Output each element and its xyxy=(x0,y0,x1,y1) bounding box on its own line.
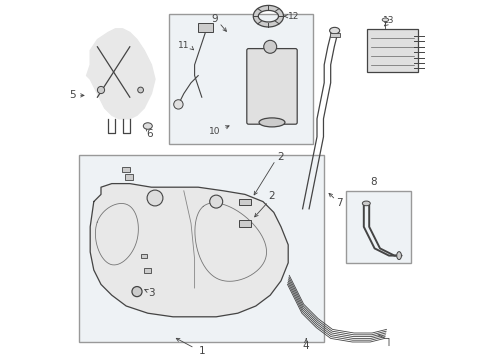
Circle shape xyxy=(98,86,104,94)
FancyBboxPatch shape xyxy=(330,33,340,37)
FancyBboxPatch shape xyxy=(368,29,418,72)
FancyBboxPatch shape xyxy=(239,199,251,205)
Ellipse shape xyxy=(259,118,285,127)
Circle shape xyxy=(132,287,142,297)
FancyBboxPatch shape xyxy=(144,268,151,273)
Text: 2: 2 xyxy=(278,152,284,162)
Circle shape xyxy=(264,40,277,53)
FancyBboxPatch shape xyxy=(346,191,411,263)
Circle shape xyxy=(147,190,163,206)
FancyBboxPatch shape xyxy=(122,167,130,172)
Text: 5: 5 xyxy=(70,90,76,100)
Ellipse shape xyxy=(363,201,370,206)
Text: 11: 11 xyxy=(178,40,190,49)
Circle shape xyxy=(210,195,222,208)
Text: 3: 3 xyxy=(148,288,155,298)
Ellipse shape xyxy=(382,18,389,22)
Polygon shape xyxy=(90,184,288,317)
Ellipse shape xyxy=(330,27,340,34)
Circle shape xyxy=(174,100,183,109)
FancyBboxPatch shape xyxy=(125,174,133,180)
FancyBboxPatch shape xyxy=(170,14,314,144)
FancyBboxPatch shape xyxy=(239,220,251,227)
Text: 7: 7 xyxy=(336,198,343,208)
Text: 2: 2 xyxy=(269,191,275,201)
Text: 1: 1 xyxy=(198,346,205,356)
Text: 8: 8 xyxy=(370,177,377,187)
FancyBboxPatch shape xyxy=(247,49,297,124)
Text: 9: 9 xyxy=(211,14,218,24)
FancyBboxPatch shape xyxy=(79,155,324,342)
Text: 13: 13 xyxy=(383,16,395,25)
Text: 4: 4 xyxy=(303,341,310,351)
Text: 12: 12 xyxy=(288,12,299,21)
Text: 6: 6 xyxy=(147,129,153,139)
FancyBboxPatch shape xyxy=(198,23,213,32)
FancyBboxPatch shape xyxy=(141,254,147,258)
Text: 10: 10 xyxy=(209,127,220,136)
Ellipse shape xyxy=(143,123,152,129)
Polygon shape xyxy=(87,29,155,119)
Circle shape xyxy=(138,87,144,93)
Ellipse shape xyxy=(397,252,401,260)
